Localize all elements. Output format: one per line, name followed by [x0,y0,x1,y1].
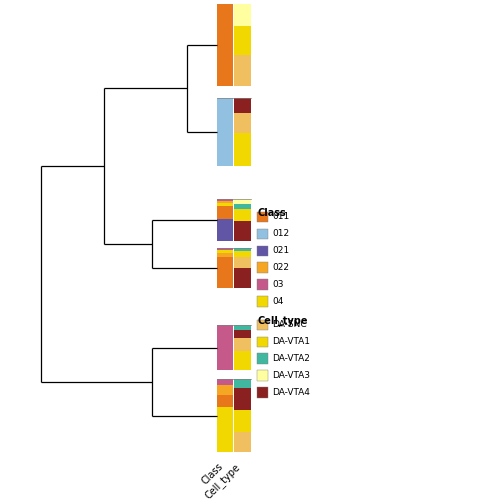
Bar [234,330,251,338]
Bar [217,253,233,257]
Bar [217,380,233,385]
Text: Class: Class [200,462,225,487]
Bar [234,338,251,351]
Text: 012: 012 [272,229,289,238]
Text: 021: 021 [272,246,289,255]
Bar [257,353,268,364]
Bar [217,199,233,201]
Bar [257,370,268,381]
Bar [234,432,251,452]
Text: DA-VTA2: DA-VTA2 [272,354,310,363]
Bar [257,263,268,273]
Bar [234,133,251,166]
Bar [217,4,233,86]
Bar [217,203,233,206]
Bar [234,204,251,209]
Text: 022: 022 [272,263,289,272]
Bar [234,112,251,133]
Text: DA-VTA4: DA-VTA4 [272,388,310,397]
Text: Cell_type: Cell_type [203,462,243,501]
Bar [234,4,251,26]
Bar [257,245,268,256]
Text: 04: 04 [272,297,283,306]
Text: DA-VTA3: DA-VTA3 [272,371,310,380]
Bar [217,248,233,250]
Text: Cell_type: Cell_type [257,316,307,326]
Text: 011: 011 [272,212,289,221]
Bar [257,320,268,330]
Bar [257,296,268,306]
Bar [217,201,233,203]
Bar [234,325,251,330]
Bar [234,221,251,241]
Bar [234,257,251,268]
Bar [234,410,251,432]
Bar [217,219,233,241]
Bar [217,206,233,219]
Bar [217,98,233,166]
Bar [234,351,251,370]
Bar [257,279,268,290]
Text: Class: Class [257,208,286,218]
Bar [257,337,268,347]
Bar [234,251,251,257]
Bar [234,248,251,251]
Text: 03: 03 [272,280,284,289]
Bar [257,212,268,222]
Bar [234,380,251,388]
Bar [234,54,251,86]
Bar [234,26,251,54]
Bar [257,387,268,398]
Bar [217,395,233,407]
Bar [234,98,251,112]
Bar [217,407,233,452]
Text: DA-VTA1: DA-VTA1 [272,337,310,346]
Bar [234,199,251,204]
Bar [217,257,233,288]
Bar [234,388,251,410]
Bar [257,229,268,239]
Bar [234,268,251,288]
Bar [234,209,251,221]
Bar [217,325,233,370]
Bar [217,385,233,395]
Bar [217,250,233,253]
Text: DA-SNC: DA-SNC [272,321,306,329]
